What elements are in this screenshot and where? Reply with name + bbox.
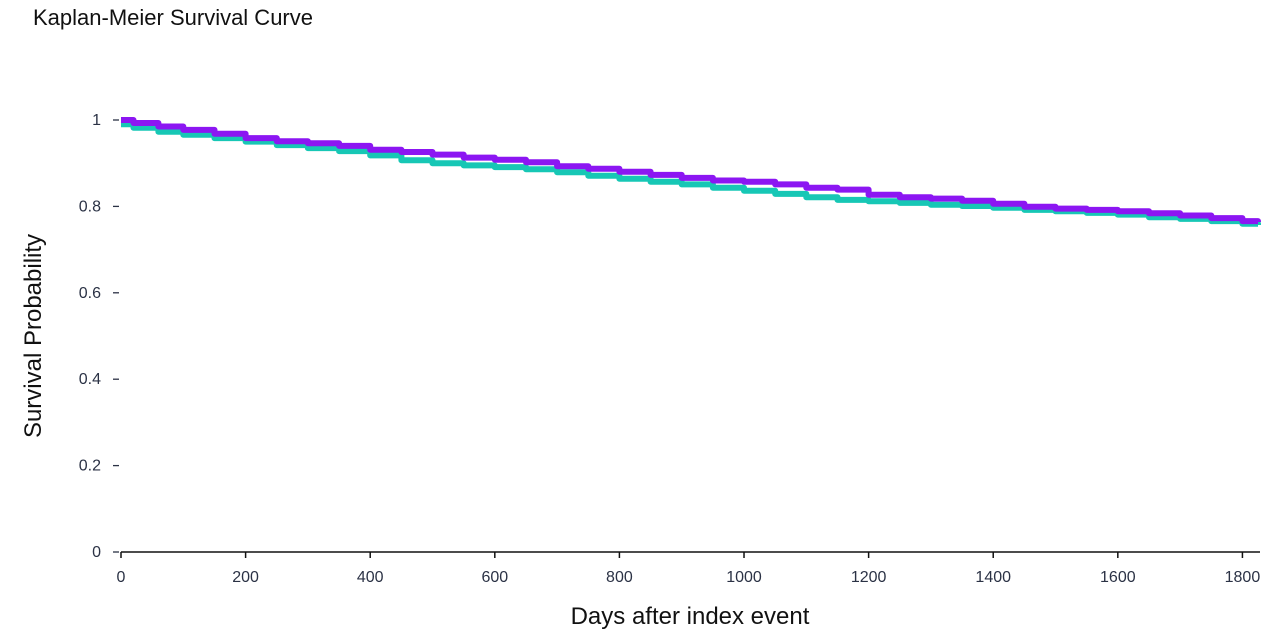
x-tick-label: 400 [357, 569, 384, 586]
y-tick-label: 0.4 [79, 371, 101, 388]
y-tick-label: 0.2 [79, 458, 101, 475]
x-axis-label: Days after index event [571, 603, 810, 630]
x-tick-label: 1600 [1100, 569, 1136, 586]
y-tick-label: 1 [92, 112, 101, 129]
survival-series-1 [121, 117, 1261, 225]
series-layer [121, 117, 1261, 227]
x-tick-label: 200 [232, 569, 259, 586]
y-tick-label: 0.8 [79, 198, 101, 215]
y-tick-label: 0.6 [79, 285, 101, 302]
y-axis-label: Survival Probability [20, 234, 47, 438]
x-axis: 0 200 400 600 800 1000 1200 1400 1600 1800 [117, 551, 1261, 586]
y-axis: 0 0.2 0.4 0.6 0.8 1 [79, 112, 119, 561]
x-tick-label: 600 [481, 569, 508, 586]
x-tick-label: 800 [606, 569, 633, 586]
y-tick-label: 0 [92, 544, 101, 561]
chart-title: Kaplan-Meier Survival Curve [33, 5, 313, 30]
x-tick-label: 1000 [726, 569, 762, 586]
x-tick-label: 1200 [851, 569, 887, 586]
x-tick-label: 1400 [975, 569, 1011, 586]
x-tick-label: 1800 [1225, 569, 1261, 586]
x-tick-label: 0 [117, 569, 126, 586]
